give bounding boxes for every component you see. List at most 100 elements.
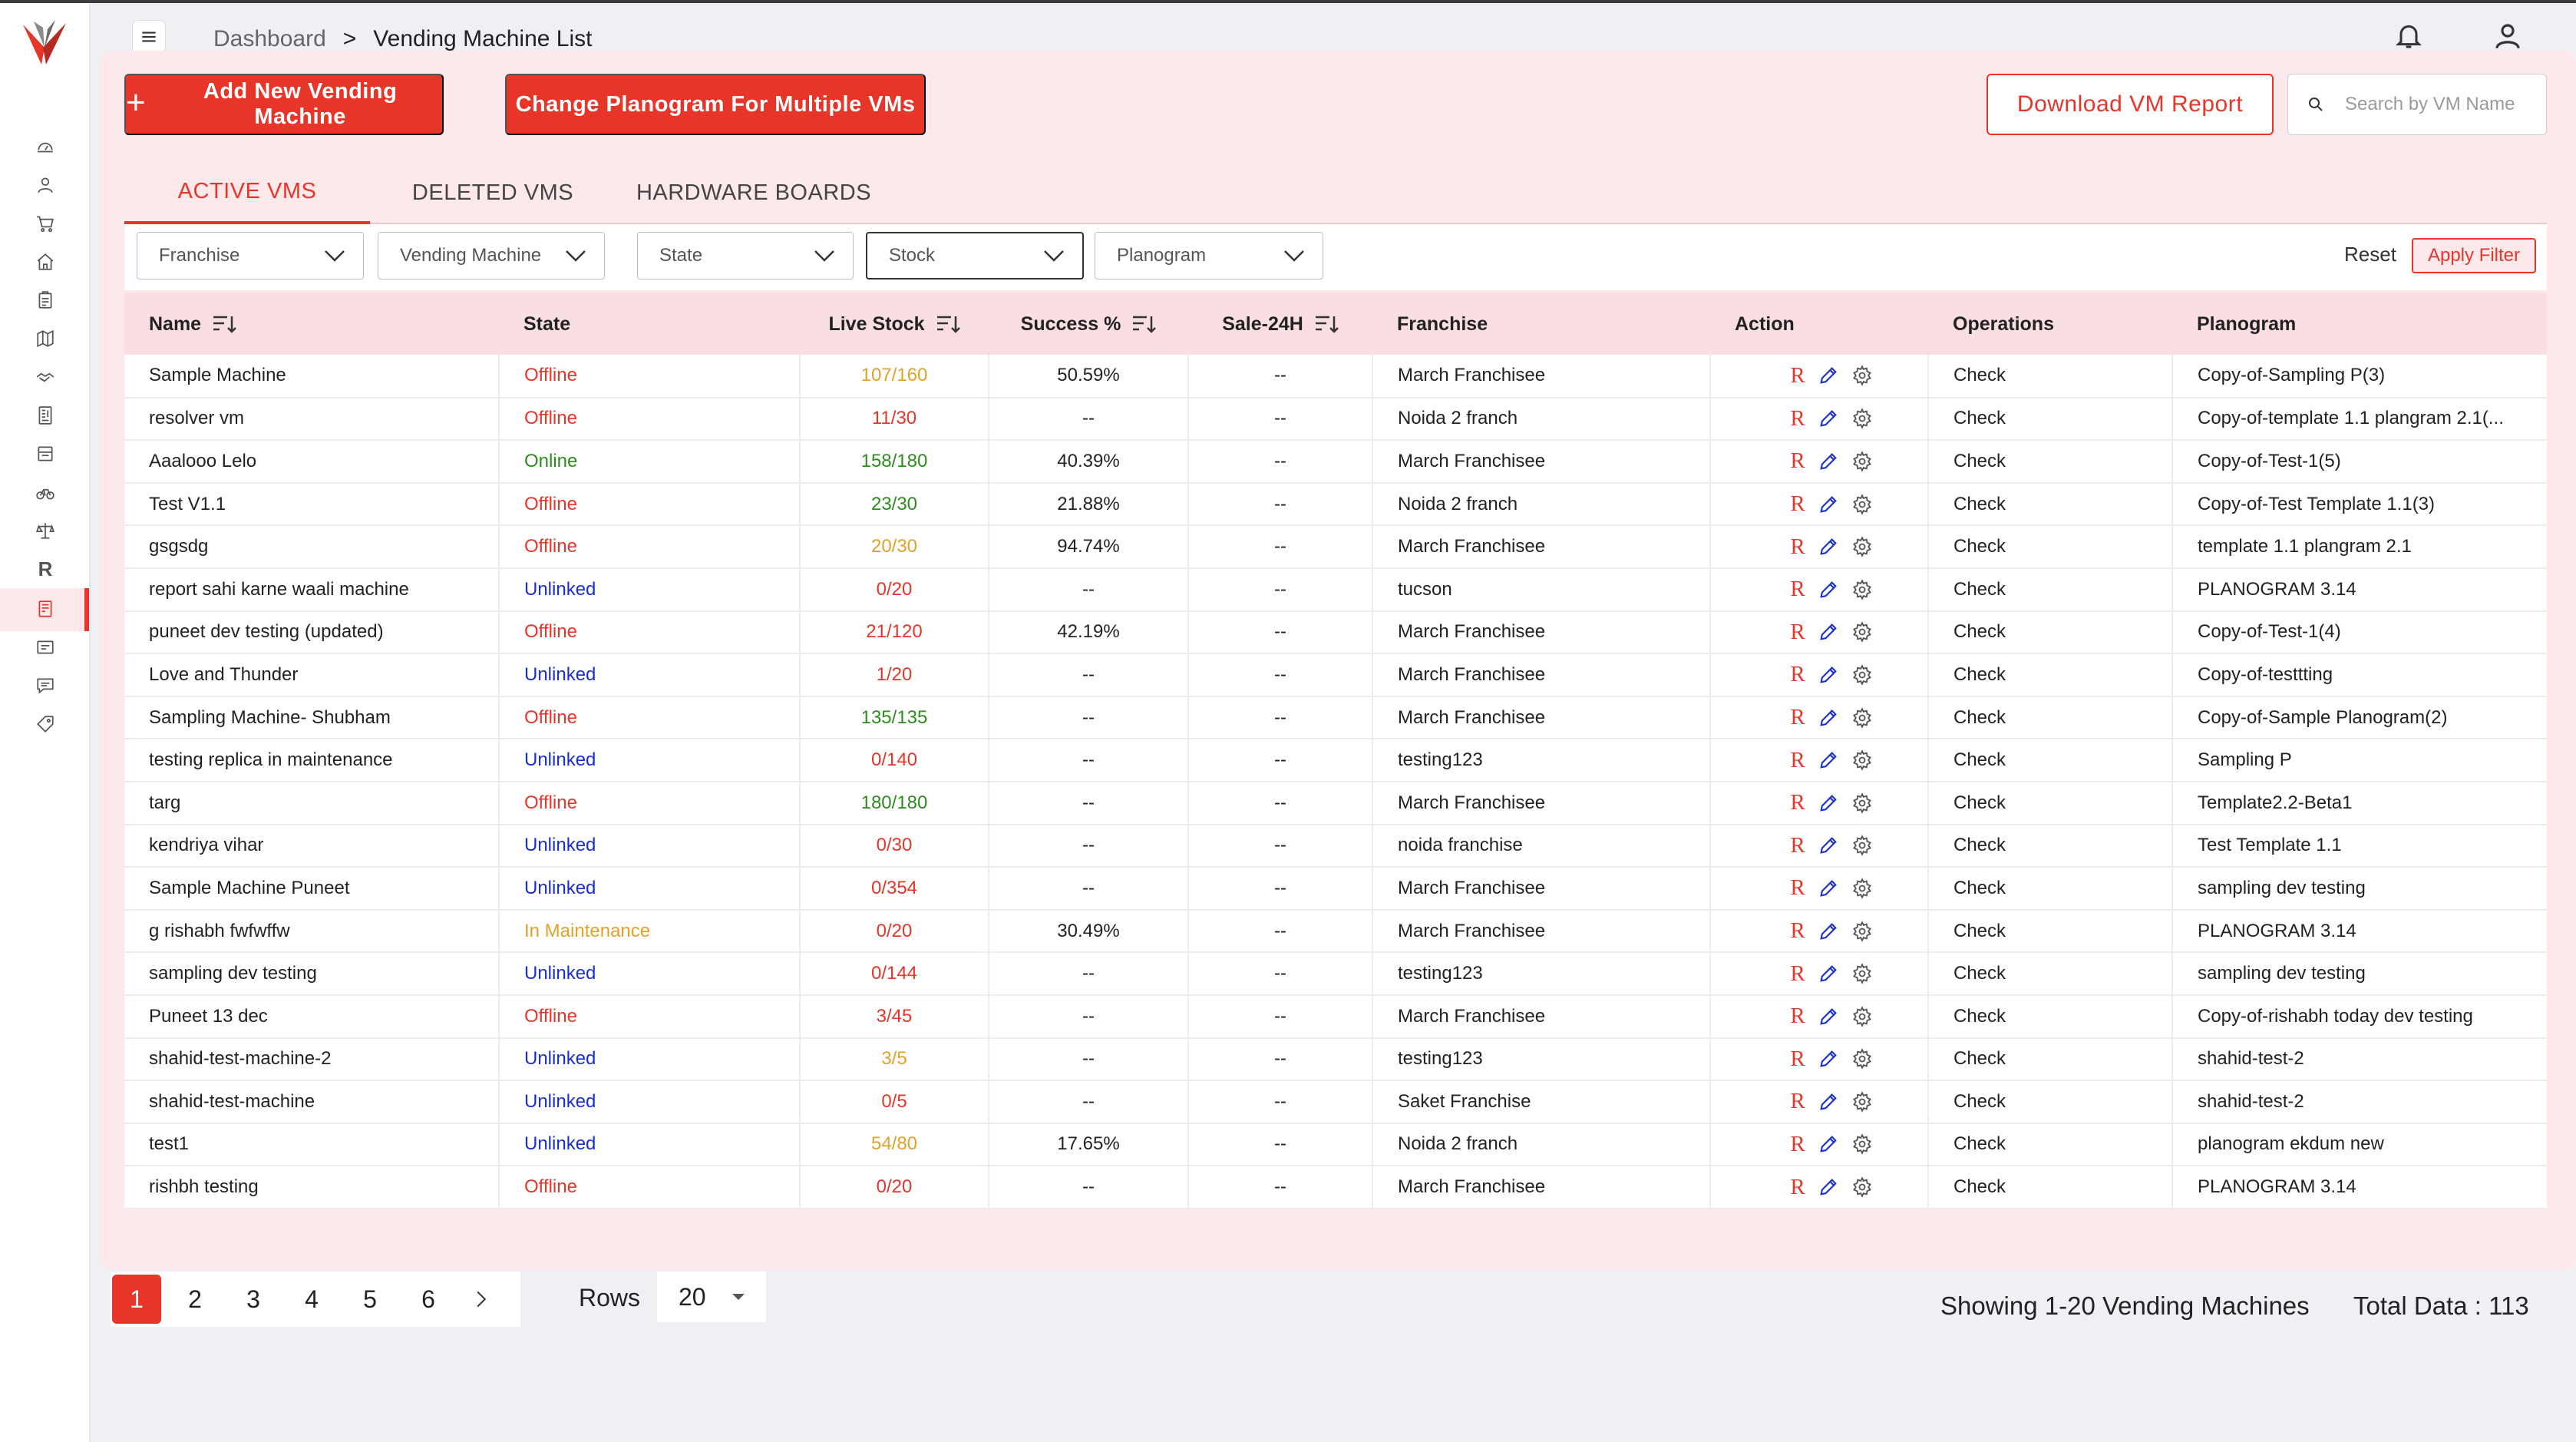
edit-pencil-icon[interactable]: [1818, 792, 1839, 814]
vending-machine-icon[interactable]: [34, 404, 57, 427]
search-input[interactable]: [2345, 94, 2529, 115]
operations-check-link[interactable]: Check: [1928, 397, 2173, 441]
settings-gear-icon[interactable]: [1851, 792, 1873, 814]
clipboard-icon[interactable]: [34, 289, 57, 312]
handshake-icon[interactable]: [34, 365, 57, 389]
refill-r-button[interactable]: R: [1790, 1174, 1805, 1199]
refill-r-button[interactable]: R: [1790, 875, 1805, 901]
settings-gear-icon[interactable]: [1851, 493, 1873, 515]
cart-icon[interactable]: [34, 212, 57, 235]
table-row[interactable]: shahid-test-machine-2 Unlinked 3/5 -- --…: [124, 1037, 2547, 1081]
vm-name-cell[interactable]: testing replica in maintenance: [124, 739, 500, 782]
operations-check-link[interactable]: Check: [1928, 567, 2173, 611]
operations-check-link[interactable]: Check: [1928, 610, 2173, 654]
refill-r-button[interactable]: R: [1790, 534, 1805, 559]
rupee-r-icon[interactable]: R: [38, 557, 53, 580]
refill-r-button[interactable]: R: [1790, 747, 1805, 772]
download-vm-report-button[interactable]: Download VM Report: [1986, 74, 2274, 135]
breadcrumb-dashboard-link[interactable]: Dashboard: [213, 26, 326, 51]
scale-icon[interactable]: [34, 519, 57, 542]
edit-pencil-icon[interactable]: [1818, 707, 1839, 729]
tag-icon[interactable]: [34, 713, 57, 736]
operations-check-link[interactable]: Check: [1928, 952, 2173, 995]
refill-r-button[interactable]: R: [1790, 705, 1805, 730]
settings-gear-icon[interactable]: [1851, 664, 1873, 686]
vm-name-cell[interactable]: kendriya vihar: [124, 824, 500, 868]
dashboard-icon[interactable]: [34, 135, 57, 158]
edit-pencil-icon[interactable]: [1818, 664, 1839, 686]
vm-name-cell[interactable]: Sample Machine Puneet: [124, 867, 500, 910]
home-icon[interactable]: [34, 250, 57, 273]
vending-machine-filter-select[interactable]: Vending Machine: [378, 232, 605, 279]
settings-gear-icon[interactable]: [1851, 579, 1873, 600]
table-row[interactable]: Puneet 13 dec Offline 3/45 -- -- March F…: [124, 994, 2547, 1038]
table-row[interactable]: Aaalooo Lelo Online 158/180 40.39% -- Ma…: [124, 440, 2547, 483]
settings-gear-icon[interactable]: [1851, 878, 1873, 899]
settings-gear-icon[interactable]: [1851, 365, 1873, 387]
edit-pencil-icon[interactable]: [1818, 621, 1839, 643]
bike-icon[interactable]: [34, 481, 57, 504]
edit-pencil-icon[interactable]: [1818, 963, 1839, 984]
table-row[interactable]: Sampling Machine- Shubham Offline 135/13…: [124, 696, 2547, 739]
settings-gear-icon[interactable]: [1851, 1048, 1873, 1070]
col-header-name[interactable]: Name: [124, 293, 499, 355]
vm-name-cell[interactable]: Puneet 13 dec: [124, 994, 500, 1038]
refill-r-button[interactable]: R: [1790, 1046, 1805, 1071]
edit-pencil-icon[interactable]: [1818, 451, 1839, 472]
vm-name-cell[interactable]: Love and Thunder: [124, 653, 500, 696]
table-row[interactable]: testing replica in maintenance Unlinked …: [124, 739, 2547, 782]
tab-active-vms[interactable]: ACTIVE VMS: [124, 161, 370, 224]
operations-check-link[interactable]: Check: [1928, 1037, 2173, 1081]
refill-r-button[interactable]: R: [1790, 1131, 1805, 1156]
operations-check-link[interactable]: Check: [1928, 355, 2173, 398]
operations-check-link[interactable]: Check: [1928, 696, 2173, 739]
add-vending-machine-button[interactable]: + Add New Vending Machine: [124, 74, 444, 135]
settings-gear-icon[interactable]: [1851, 835, 1873, 857]
edit-pencil-icon[interactable]: [1818, 1091, 1839, 1113]
operations-check-link[interactable]: Check: [1928, 525, 2173, 568]
vm-name-cell[interactable]: sampling dev testing: [124, 952, 500, 995]
table-row[interactable]: sampling dev testing Unlinked 0/144 -- -…: [124, 952, 2547, 995]
page-button-1[interactable]: 1: [112, 1275, 161, 1324]
map-icon[interactable]: [34, 327, 57, 350]
vm-name-cell[interactable]: shahid-test-machine-2: [124, 1037, 500, 1081]
table-row[interactable]: Test V1.1 Offline 23/30 21.88% -- Noida …: [124, 482, 2547, 526]
edit-pencil-icon[interactable]: [1818, 408, 1839, 429]
vm-name-cell[interactable]: Test V1.1: [124, 482, 500, 526]
refill-r-button[interactable]: R: [1790, 405, 1805, 431]
refill-r-button[interactable]: R: [1790, 662, 1805, 687]
refill-r-button[interactable]: R: [1790, 790, 1805, 815]
edit-pencil-icon[interactable]: [1818, 921, 1839, 942]
refill-r-button[interactable]: R: [1790, 577, 1805, 602]
operations-check-link[interactable]: Check: [1928, 739, 2173, 782]
page-button-6[interactable]: 6: [421, 1285, 435, 1313]
refill-r-button[interactable]: R: [1790, 961, 1805, 986]
page-button-5[interactable]: 5: [363, 1285, 377, 1313]
operations-check-link[interactable]: Check: [1928, 482, 2173, 526]
settings-gear-icon[interactable]: [1851, 706, 1873, 729]
edit-pencil-icon[interactable]: [1818, 878, 1839, 899]
table-row[interactable]: rishbh testing Offline 0/20 -- -- March …: [124, 1166, 2547, 1209]
table-row[interactable]: resolver vm Offline 11/30 -- -- Noida 2 …: [124, 397, 2547, 441]
table-row[interactable]: shahid-test-machine Unlinked 0/5 -- -- S…: [124, 1080, 2547, 1123]
next-page-button[interactable]: [462, 1280, 500, 1318]
edit-pencil-icon[interactable]: [1818, 536, 1839, 557]
user-profile-icon[interactable]: [2492, 20, 2524, 52]
refill-r-button[interactable]: R: [1790, 1004, 1805, 1029]
table-row[interactable]: report sahi karne waali machine Unlinked…: [124, 567, 2547, 611]
operations-check-link[interactable]: Check: [1928, 909, 2173, 953]
col-header-success[interactable]: Success %: [989, 293, 1188, 355]
table-row[interactable]: puneet dev testing (updated) Offline 21/…: [124, 610, 2547, 654]
vm-name-cell[interactable]: shahid-test-machine: [124, 1080, 500, 1123]
vm-name-cell[interactable]: report sahi karne waali machine: [124, 567, 500, 611]
vm-list-icon[interactable]: [34, 597, 57, 620]
planogram-filter-select[interactable]: Planogram: [1095, 232, 1323, 279]
menu-toggle-button[interactable]: [132, 20, 166, 54]
edit-pencil-icon[interactable]: [1818, 494, 1839, 515]
feedback-icon[interactable]: [34, 674, 57, 697]
page-button-4[interactable]: 4: [305, 1285, 319, 1313]
settings-gear-icon[interactable]: [1851, 621, 1873, 643]
notification-bell-icon[interactable]: [2393, 20, 2424, 51]
change-planogram-button[interactable]: Change Planogram For Multiple VMs: [505, 74, 926, 135]
user-icon[interactable]: [34, 174, 57, 197]
